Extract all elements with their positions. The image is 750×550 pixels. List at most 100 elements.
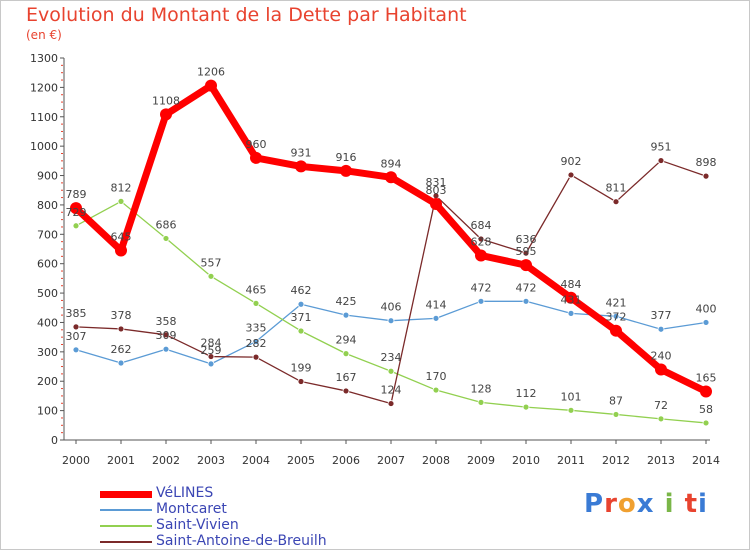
x-tick-label: 2010 <box>512 454 540 467</box>
data-point <box>207 272 215 280</box>
data-label: 385 <box>66 307 87 320</box>
data-label: 811 <box>606 182 627 195</box>
data-label: 789 <box>66 188 87 201</box>
legend-label: VéLINES <box>156 485 214 501</box>
data-label: 414 <box>426 298 447 311</box>
series-line <box>75 159 707 405</box>
x-tick-label: 2002 <box>152 454 180 467</box>
data-label: 931 <box>291 146 312 159</box>
legend-label: Saint-Vivien <box>156 517 239 533</box>
data-point <box>162 331 170 339</box>
data-label: 421 <box>606 296 627 309</box>
data-label: 916 <box>336 151 357 164</box>
data-label: 309 <box>156 329 177 342</box>
y-tick-label: 0 <box>51 434 58 447</box>
data-point <box>702 419 710 427</box>
series-line <box>73 82 708 395</box>
data-point <box>72 346 80 354</box>
data-point <box>297 378 305 385</box>
y-tick-label: 900 <box>37 170 58 183</box>
x-tick-label: 2001 <box>107 454 135 467</box>
data-point <box>117 359 125 367</box>
data-label: 684 <box>471 219 492 232</box>
y-tick-label: 200 <box>37 375 58 388</box>
y-tick-label: 1200 <box>30 81 58 94</box>
data-label: 472 <box>471 281 492 294</box>
legend-swatch <box>100 525 152 527</box>
data-point <box>567 406 575 414</box>
data-point <box>385 171 397 184</box>
data-label: 372 <box>606 311 627 324</box>
data-label: 335 <box>246 322 267 335</box>
data-label: 167 <box>336 371 357 384</box>
logo-letter: x <box>636 489 655 519</box>
y-tick-label: 1100 <box>30 111 58 124</box>
data-point <box>522 249 530 257</box>
data-point <box>115 244 127 257</box>
data-point <box>657 325 665 333</box>
data-point <box>565 291 577 304</box>
data-label: 803 <box>426 184 447 197</box>
x-tick-label: 2004 <box>242 454 270 467</box>
data-label: 358 <box>156 315 177 328</box>
logo-letter: P <box>584 489 605 519</box>
data-point <box>475 249 487 262</box>
data-point <box>477 235 485 243</box>
data-label: 199 <box>291 362 312 375</box>
data-point <box>702 172 710 180</box>
y-tick-label: 300 <box>37 346 58 359</box>
data-point <box>657 415 665 423</box>
data-point <box>387 317 395 325</box>
legend-swatch <box>100 541 152 543</box>
x-tick-label: 2000 <box>62 454 90 467</box>
data-label: 628 <box>471 235 492 248</box>
data-label: 377 <box>651 309 672 322</box>
data-point <box>522 297 530 305</box>
data-point <box>297 300 305 308</box>
data-label: 1108 <box>152 94 180 107</box>
data-label: 894 <box>381 157 402 170</box>
data-label: 124 <box>381 384 402 397</box>
data-label: 406 <box>381 301 402 314</box>
data-point <box>657 157 665 164</box>
data-point <box>430 198 442 211</box>
y-tick-label: 400 <box>37 316 58 329</box>
data-label: 259 <box>201 344 222 357</box>
y-tick-label: 1300 <box>30 52 58 65</box>
data-point <box>340 164 352 177</box>
data-label: 262 <box>111 343 132 356</box>
data-label: 484 <box>561 278 582 291</box>
data-point <box>522 403 530 411</box>
x-tick-label: 2014 <box>692 454 720 467</box>
data-point <box>252 299 260 307</box>
data-label: 378 <box>111 309 132 322</box>
data-label: 170 <box>426 370 447 383</box>
data-point <box>477 297 485 305</box>
data-label: 1206 <box>197 66 225 79</box>
y-tick-label: 700 <box>37 228 58 241</box>
legend-swatch <box>100 509 152 511</box>
data-point <box>162 345 170 353</box>
data-label: 58 <box>699 403 713 416</box>
data-point <box>342 350 350 358</box>
data-label: 425 <box>336 295 357 308</box>
data-point <box>252 353 260 361</box>
data-point <box>655 363 667 376</box>
data-point <box>612 411 620 418</box>
data-label: 72 <box>654 399 668 412</box>
data-label: 595 <box>516 245 537 258</box>
data-label: 636 <box>516 233 537 246</box>
data-label: 951 <box>651 141 672 154</box>
data-point <box>610 324 622 337</box>
y-tick-label: 800 <box>37 199 58 212</box>
logo-letter <box>655 489 665 519</box>
data-point <box>432 386 440 394</box>
data-label: 462 <box>291 284 312 297</box>
data-point <box>612 198 620 206</box>
data-point <box>700 385 712 398</box>
data-label: 831 <box>426 176 447 189</box>
x-tick-label: 2007 <box>377 454 405 467</box>
data-label: 431 <box>561 293 582 306</box>
